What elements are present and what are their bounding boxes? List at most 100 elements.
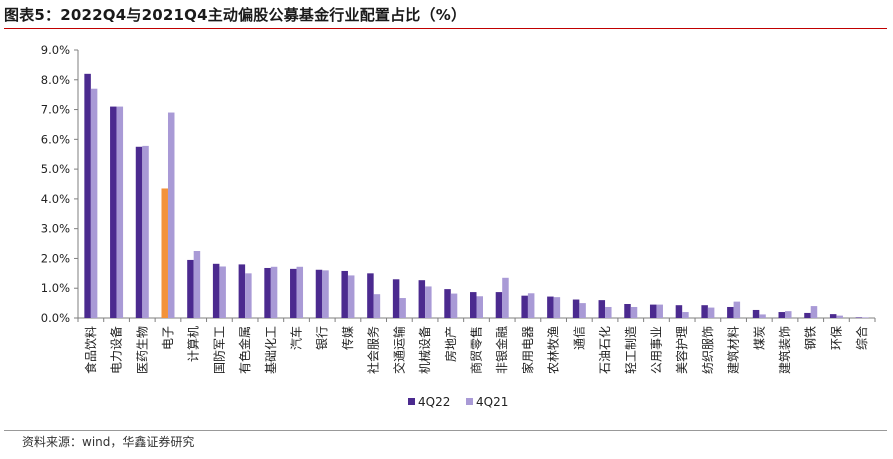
y-axis: 0.0% 1.0% 2.0% 3.0% 4.0% 5.0% 6.0% 7.0% 8.0% 9.0% xyxy=(41,43,79,325)
bar-4q22 xyxy=(341,270,348,318)
bar-chart: 0.0% 1.0% 2.0% 3.0% 4.0% 5.0% 6.0% 7.0% 8.0% 9.0%… xyxy=(41,43,876,409)
x-tick-label: 有色金属 xyxy=(237,326,252,374)
x-tick-label: 纺织服饰 xyxy=(701,326,715,374)
footer-divider xyxy=(4,430,887,431)
bar-4q22 xyxy=(161,188,168,318)
legend-swatch xyxy=(408,398,415,405)
bar-4q21 xyxy=(399,298,406,318)
bar-4q21 xyxy=(476,296,483,318)
x-tick-label: 国防军工 xyxy=(211,326,226,374)
bar-4q22 xyxy=(521,295,528,318)
y-tick-label: 1.0% xyxy=(41,281,70,295)
y-tick-label: 3.0% xyxy=(41,222,70,236)
bar-4q22 xyxy=(470,292,477,318)
y-tick-label: 7.0% xyxy=(41,103,70,117)
bar-4q22 xyxy=(675,305,683,318)
bar-4q21 xyxy=(142,145,149,318)
x-tick-label: 环保 xyxy=(829,326,843,350)
bar-4q21 xyxy=(296,266,304,318)
x-tick-label: 建筑材料 xyxy=(726,326,741,374)
x-tick-label: 家用电器 xyxy=(520,326,535,374)
bar-4q22 xyxy=(367,273,374,318)
x-tick-label: 传媒 xyxy=(340,326,355,350)
bar-4q21 xyxy=(527,293,535,318)
bar-4q21 xyxy=(425,286,432,318)
bar-4q21 xyxy=(219,266,226,318)
x-tick-label: 机械设备 xyxy=(417,326,432,374)
bar-4q22 xyxy=(290,268,297,318)
x-tick-label: 汽车 xyxy=(289,326,304,350)
bar-4q21 xyxy=(193,251,201,318)
bar-4q22 xyxy=(778,312,786,318)
chart-title: 图表5：2022Q4与2021Q4主动偏股公募基金行业配置占比（%） xyxy=(4,6,467,24)
x-tick-label: 钢铁 xyxy=(804,326,818,350)
y-tick-label: 8.0% xyxy=(41,73,70,87)
bar-4q21 xyxy=(707,307,715,318)
bar-4q21 xyxy=(682,312,689,318)
bar-4q22 xyxy=(598,300,606,318)
x-tick-label: 社会服务 xyxy=(366,326,381,374)
x-tick-label: 房地产 xyxy=(443,326,458,362)
bar-4q22 xyxy=(187,259,194,318)
x-tick-label: 石油石化 xyxy=(598,326,612,374)
bar-4q22 xyxy=(84,73,91,318)
bar-4q22 xyxy=(701,305,708,318)
legend-label: 4Q21 xyxy=(476,395,508,409)
bar-4q22 xyxy=(238,264,246,318)
x-tick-label: 商贸零售 xyxy=(469,326,484,374)
category-labels: 食品饮料 电力设备 医药生物 电子 计算机 国防军工 有色金属 基础化工 汽车 银行 传媒 社会服务交… xyxy=(83,326,869,374)
source-note: 资料来源：wind，华鑫证券研究 xyxy=(22,435,195,449)
x-tick-label: 美容护理 xyxy=(674,326,689,374)
bar-4q21 xyxy=(450,293,458,318)
bar-4q21 xyxy=(656,304,663,318)
bar-4q22 xyxy=(444,289,451,318)
x-tick-label: 电子 xyxy=(161,326,175,350)
bar-4q21 xyxy=(605,306,612,318)
x-tick-label: 交通运输 xyxy=(391,326,406,374)
bar-4q21 xyxy=(836,315,843,318)
bar-4q21 xyxy=(630,306,638,318)
bar-4q22 xyxy=(752,309,760,318)
bar-4q21 xyxy=(579,303,586,318)
x-tick-label: 公用事业 xyxy=(649,326,663,374)
y-tick-label: 4.0% xyxy=(41,192,70,206)
bar-4q22 xyxy=(572,299,580,318)
x-tick-label: 综合 xyxy=(854,326,869,350)
bar-4q21 xyxy=(502,277,509,318)
bar-4q21 xyxy=(90,88,98,318)
x-tick-label: 通信 xyxy=(572,326,586,350)
x-tick-label: 非银金融 xyxy=(494,326,509,374)
bar-4q21 xyxy=(759,314,766,318)
bar-4q21 xyxy=(270,266,278,318)
x-tick-label: 电力设备 xyxy=(110,326,124,374)
bar-4q21 xyxy=(116,106,124,318)
legend-swatch xyxy=(466,398,473,405)
bar-4q22 xyxy=(315,269,323,318)
y-tick-label: 2.0% xyxy=(41,251,70,265)
bar-4q22 xyxy=(392,279,400,318)
bar-4q22 xyxy=(135,146,143,318)
bar-4q22 xyxy=(110,106,117,318)
legend-label: 4Q22 xyxy=(418,395,450,409)
bar-4q21 xyxy=(785,311,792,318)
bar-4q22 xyxy=(264,267,271,318)
bar-4q22 xyxy=(649,304,657,318)
bar-4q22 xyxy=(727,306,734,318)
bar-4q22 xyxy=(804,312,811,318)
bar-4q22 xyxy=(418,280,426,318)
bar-4q21 xyxy=(347,275,355,318)
bar-4q21 xyxy=(373,294,381,318)
x-tick-label: 煤炭 xyxy=(752,326,766,350)
x-tick-label: 医药生物 xyxy=(135,326,149,374)
x-tick-label: 食品饮料 xyxy=(83,326,98,374)
legend: 4Q22 4Q21 xyxy=(408,395,508,409)
bar-4q21 xyxy=(733,301,741,318)
bar-4q21 xyxy=(322,270,329,318)
x-tick-label: 轻工制造 xyxy=(624,326,638,374)
bar-4q22 xyxy=(547,296,554,318)
bar-4q22 xyxy=(855,317,863,319)
x-tick-label: 基础化工 xyxy=(264,326,278,374)
x-tick-label: 计算机 xyxy=(186,326,201,362)
x-tick-label: 银行 xyxy=(315,326,329,350)
bars xyxy=(84,73,869,319)
